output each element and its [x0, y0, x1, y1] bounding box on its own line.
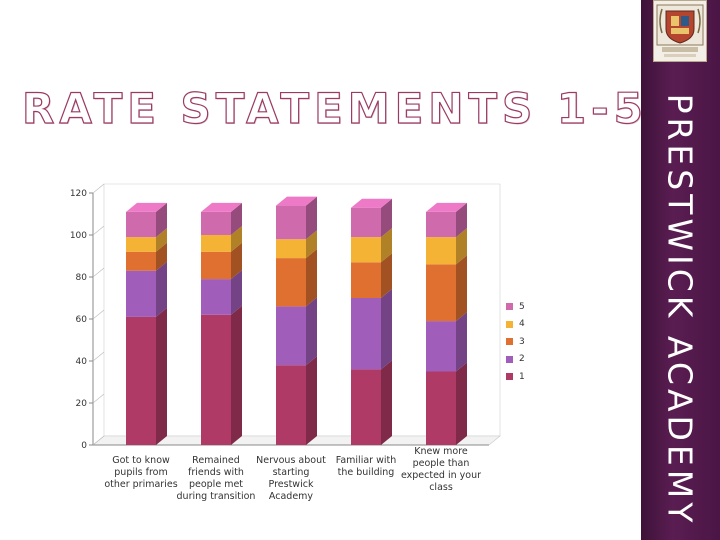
- bar-segment-series-5: [126, 211, 156, 238]
- y-tick-depth: [92, 267, 105, 278]
- bar-side-series-5: [381, 198, 392, 238]
- legend-label: 3: [519, 336, 525, 347]
- bar-side-series-5: [156, 202, 167, 238]
- bar-segment-series-3: [276, 258, 306, 307]
- bar-side-series-2: [306, 297, 317, 366]
- y-tick-label: 60: [76, 315, 88, 325]
- y-tick-label: 40: [76, 357, 88, 367]
- bar-side-series-5: [306, 196, 317, 240]
- side-band: [641, 0, 720, 540]
- bar-segment-series-1: [426, 371, 456, 445]
- bar-side-series-5: [456, 202, 467, 238]
- y-tick-depth: [92, 183, 105, 194]
- bar-side-series-4: [306, 230, 317, 259]
- x-category-label: Knew more people than expected in your c…: [400, 446, 482, 493]
- bar-segment-series-5: [276, 205, 306, 240]
- bar-side-series-1: [231, 305, 242, 445]
- bar-side-series-4: [381, 228, 392, 263]
- bar-side-series-3: [231, 242, 242, 280]
- legend-item-2: 2: [506, 351, 525, 369]
- bar-segment-series-1: [351, 369, 381, 445]
- bar-segment-series-3: [351, 262, 381, 298]
- x-category-label: Remained friends with people met during …: [176, 455, 256, 502]
- bar-side-series-2: [456, 312, 467, 372]
- bar-segment-series-2: [351, 298, 381, 370]
- bar-segment-series-2: [276, 306, 306, 366]
- bar-top-face: [276, 196, 317, 206]
- bar-segment-series-3: [201, 251, 231, 280]
- y-tick-depth: [92, 225, 105, 236]
- bar-segment-series-2: [201, 279, 231, 315]
- bar-side-series-2: [231, 270, 242, 315]
- x-category-label: Got to know pupils from other primaries: [104, 455, 178, 490]
- bar-segment-series-1: [126, 316, 156, 445]
- y-tick-depth: [92, 309, 105, 320]
- legend-swatch: [506, 338, 513, 346]
- legend-item-3: 3: [506, 333, 525, 351]
- bar-side-series-2: [381, 289, 392, 370]
- y-tick-label: 120: [70, 189, 87, 199]
- bar-side-series-1: [156, 307, 167, 445]
- bar-side-series-2: [156, 261, 167, 317]
- bar-segment-series-4: [126, 237, 156, 252]
- x-category-label: Familiar with the building: [335, 455, 397, 478]
- legend-label: 1: [519, 371, 525, 382]
- bar-side-series-1: [306, 356, 317, 445]
- legend-swatch: [506, 373, 513, 381]
- bar-side-series-3: [306, 249, 317, 307]
- y-tick-depth: [92, 393, 105, 404]
- slide-title: RATE STATEMENTS 1-5?: [21, 84, 678, 133]
- bar-side-series-4: [456, 228, 467, 265]
- legend-label: 4: [519, 319, 525, 330]
- bar-segment-series-5: [426, 211, 456, 238]
- bar-segment-series-1: [201, 314, 231, 445]
- bar-segment-series-2: [426, 321, 456, 372]
- y-tick-label: 0: [81, 441, 87, 451]
- y-tick-depth: [92, 351, 105, 362]
- bar-side-series-5: [231, 202, 242, 235]
- bar-segment-series-1: [276, 365, 306, 445]
- bar-side-series-3: [156, 242, 167, 271]
- bar-top-face: [426, 202, 467, 212]
- legend-item-1: 1: [506, 368, 525, 386]
- bar-side-series-1: [456, 362, 467, 445]
- bar-segment-series-2: [126, 270, 156, 317]
- bar-segment-series-3: [126, 251, 156, 271]
- legend-swatch: [506, 320, 513, 328]
- bar-top-face: [201, 202, 242, 212]
- bar-side-series-3: [381, 253, 392, 298]
- bar-top-face: [351, 198, 392, 208]
- bar-segment-series-5: [351, 207, 381, 238]
- bar-top-face: [126, 202, 167, 212]
- bar-side-series-4: [156, 228, 167, 252]
- y-tick-label: 80: [76, 273, 88, 283]
- y-tick-label: 100: [70, 231, 87, 241]
- bar-segment-series-4: [351, 237, 381, 263]
- bar-segment-series-4: [426, 237, 456, 265]
- y-tick-label: 20: [76, 399, 88, 409]
- bar-side-series-3: [456, 255, 467, 322]
- legend-item-5: 5: [506, 298, 525, 316]
- bar-segment-series-5: [201, 211, 231, 235]
- legend-swatch: [506, 303, 513, 311]
- legend-label: 5: [519, 301, 525, 312]
- chart-legend: 5 4 3 2 1: [506, 298, 525, 386]
- y-tick-depth: [92, 435, 105, 446]
- legend-swatch: [506, 355, 513, 363]
- legend-label: 2: [519, 354, 525, 365]
- bar-side-series-4: [231, 226, 242, 252]
- school-crest-logo: [653, 0, 707, 62]
- stacked-bar-chart: 0 20 40 60 80 100 120: [70, 183, 501, 451]
- side-title-text: PRESTWICK ACADEMY: [660, 93, 700, 527]
- bar-segment-series-4: [201, 235, 231, 252]
- bar-segment-series-4: [276, 239, 306, 259]
- legend-item-4: 4: [506, 316, 525, 334]
- x-category-label: Nervous about starting Prestwick Academy: [256, 455, 326, 502]
- bar-side-series-1: [381, 360, 392, 445]
- bar-segment-series-3: [426, 264, 456, 322]
